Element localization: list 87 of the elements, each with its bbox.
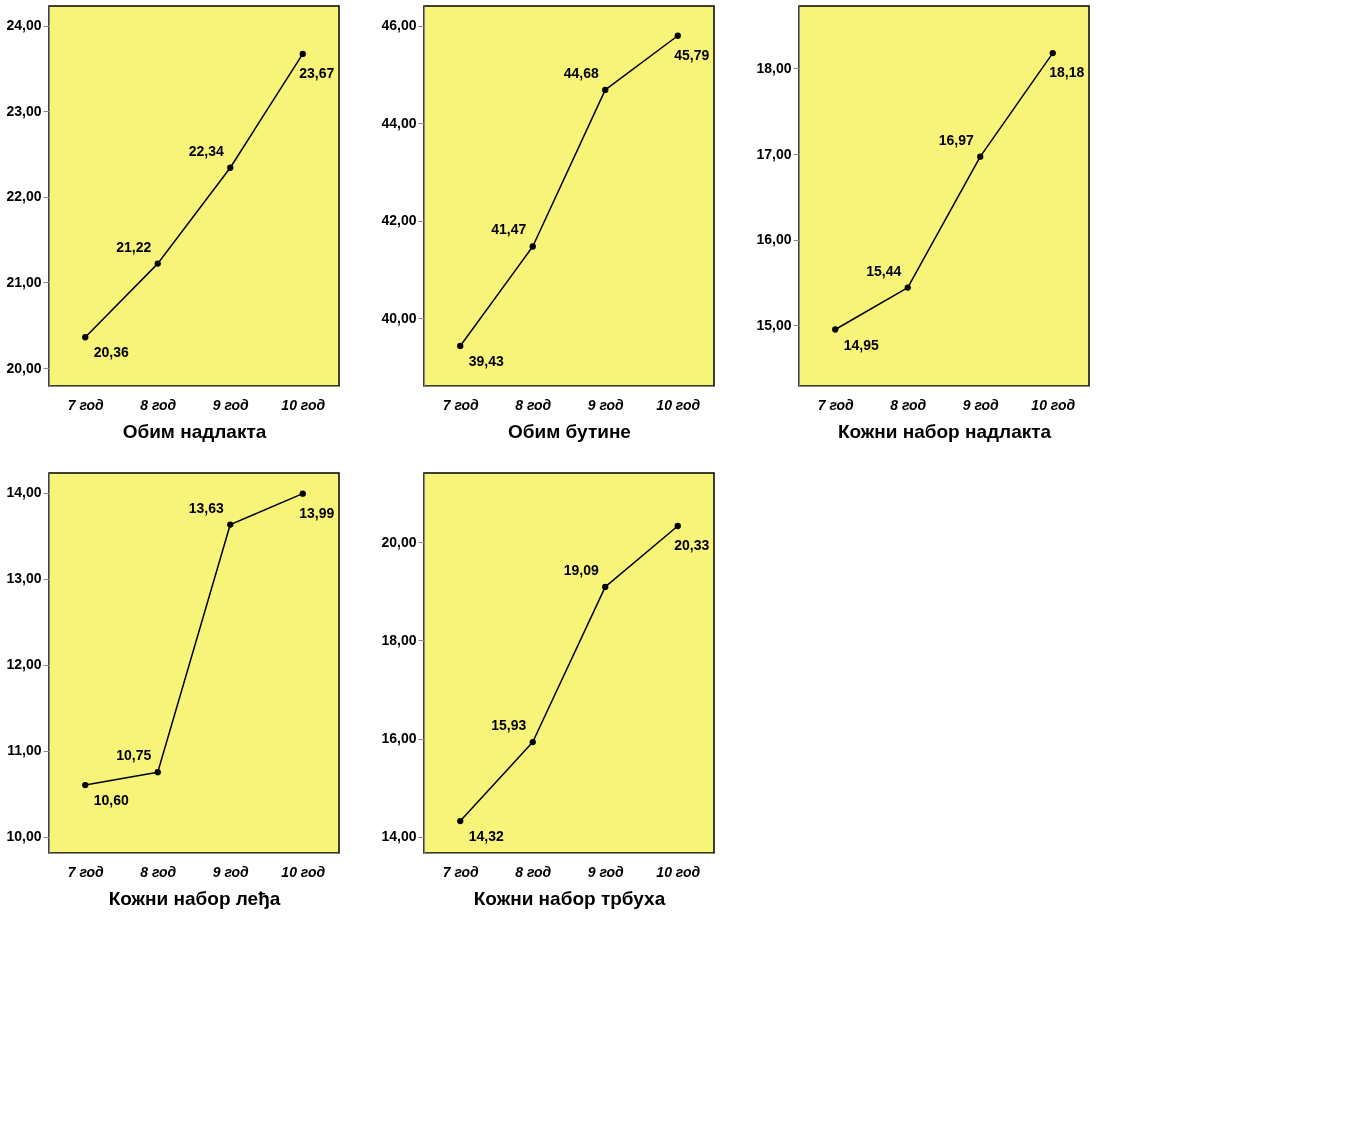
data-label: 18,18: [1049, 64, 1085, 81]
point: [82, 334, 89, 341]
point: [904, 284, 911, 291]
x-tick-label: 8 год: [140, 396, 177, 413]
data-label: 21,22: [116, 238, 152, 255]
point: [227, 521, 234, 528]
y-tick-label: 18,00: [756, 59, 792, 76]
y-tick-label: 44,00: [381, 114, 417, 131]
data-label: 14,95: [843, 336, 879, 353]
x-axis-title: Обим надлакта: [122, 420, 267, 442]
y-tick-label: 15,00: [756, 316, 792, 333]
data-label: 45,79: [674, 46, 710, 63]
x-axis-title: Обим бутине: [508, 420, 631, 442]
point: [529, 738, 536, 746]
point: [82, 781, 89, 789]
data-label: 23,67: [299, 64, 335, 81]
y-tick-label: 24,00: [6, 17, 42, 34]
y-tick-label: 20,00: [6, 359, 42, 376]
x-tick-label: 10 год: [281, 396, 326, 413]
point: [299, 490, 306, 497]
data-label: 10,60: [93, 792, 129, 809]
x-tick-label: 7 год: [442, 863, 480, 880]
y-tick-label: 40,00: [381, 309, 417, 326]
y-tick-label: 13,00: [6, 570, 42, 587]
point: [674, 32, 681, 39]
x-axis-title: Кожни набор леђа: [108, 887, 281, 909]
x-tick-label: 10 год: [281, 863, 326, 880]
y-tick-label: 17,00: [756, 145, 792, 162]
data-label: 15,44: [866, 262, 902, 279]
x-tick-label: 8 год: [890, 396, 927, 413]
point: [1049, 49, 1056, 57]
x-tick-label: 7 год: [67, 863, 105, 880]
data-label: 39,43: [468, 353, 504, 369]
x-tick-label: 9 год: [587, 863, 625, 880]
y-tick-label: 22,00: [6, 188, 42, 205]
y-tick-label: 16,00: [381, 730, 417, 747]
data-label: 13,99: [299, 504, 335, 521]
y-tick-label: 23,00: [6, 102, 42, 119]
point: [832, 326, 839, 333]
data-label: 44,68: [563, 64, 599, 81]
x-axis-title: Кожни набор трбуха: [473, 887, 666, 909]
data-label: 22,34: [188, 142, 224, 159]
point: [674, 522, 681, 530]
x-tick-label: 8 год: [515, 396, 552, 413]
point: [154, 769, 161, 776]
x-tick-label: 8 год: [515, 863, 552, 880]
x-tick-label: 10 год: [656, 863, 701, 880]
point: [299, 50, 306, 58]
point: [154, 260, 161, 267]
point: [227, 164, 234, 171]
data-label: 16,97: [938, 131, 974, 148]
y-tick-label: 11,00: [7, 742, 42, 759]
point: [529, 243, 536, 250]
x-tick-label: 8 год: [140, 863, 177, 880]
point: [977, 153, 984, 160]
point: [602, 86, 609, 94]
x-tick-label: 9 год: [587, 396, 625, 413]
y-tick-label: 10,00: [6, 828, 42, 845]
y-tick-label: 12,00: [6, 656, 42, 673]
data-label: 19,09: [563, 561, 599, 578]
y-tick-label: 18,00: [381, 631, 417, 648]
x-axis-title: Кожни набор надлакта: [837, 420, 1052, 442]
data-label: 10,75: [116, 747, 152, 764]
x-tick-label: 10 год: [656, 396, 701, 413]
y-tick-label: 46,00: [381, 17, 417, 34]
y-tick-label: 21,00: [6, 273, 42, 290]
y-tick-label: 14,00: [381, 828, 417, 845]
y-tick-label: 16,00: [756, 231, 792, 248]
data-label: 41,47: [491, 221, 527, 238]
x-tick-label: 7 год: [67, 396, 105, 413]
x-tick-label: 9 год: [212, 863, 250, 880]
x-tick-label: 10 год: [1031, 396, 1076, 413]
y-tick-label: 20,00: [381, 533, 417, 550]
x-tick-label: 7 год: [442, 396, 480, 413]
x-tick-label: 9 год: [962, 396, 1000, 413]
y-tick-label: 42,00: [381, 212, 417, 229]
x-tick-label: 7 год: [817, 396, 855, 413]
y-tick-label: 14,00: [6, 484, 42, 501]
data-label: 20,33: [674, 537, 710, 554]
data-label: 15,93: [491, 717, 527, 734]
point: [602, 583, 609, 591]
data-label: 14,32: [468, 828, 504, 845]
point: [457, 342, 464, 350]
data-label: 20,36: [93, 344, 129, 361]
point: [457, 817, 464, 825]
data-label: 13,63: [188, 499, 224, 516]
x-tick-label: 9 год: [212, 396, 250, 413]
